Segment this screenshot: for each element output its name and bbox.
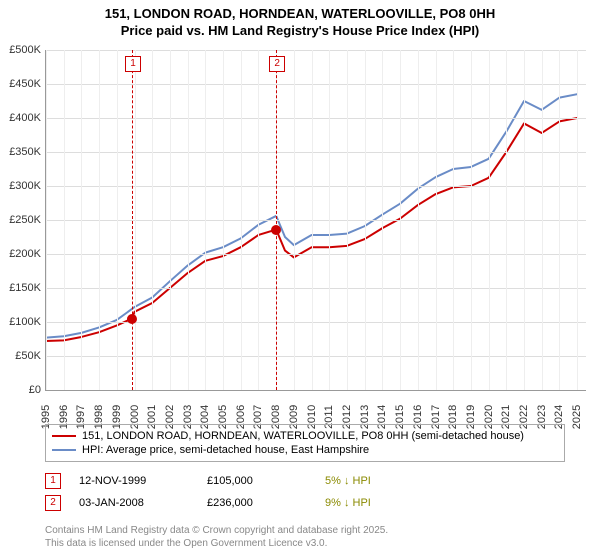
y-axis-label: £100K	[9, 316, 41, 328]
title-line2: Price paid vs. HM Land Registry's House …	[121, 23, 480, 38]
event-marker-id: 1	[45, 473, 61, 489]
y-axis-label: £350K	[9, 146, 41, 158]
sale-marker-label: 1	[125, 56, 141, 72]
y-axis-label: £300K	[9, 180, 41, 192]
event-date: 03-JAN-2008	[79, 497, 189, 509]
event-price: £105,000	[207, 475, 307, 487]
legend-swatch	[52, 449, 76, 451]
y-axis-label: £500K	[9, 44, 41, 56]
event-marker-id: 2	[45, 495, 61, 511]
plot-canvas: £0£50K£100K£150K£200K£250K£300K£350K£400…	[45, 50, 586, 391]
event-diff: 5% ↓ HPI	[325, 475, 371, 487]
footer-line1: Contains HM Land Registry data © Crown c…	[45, 525, 388, 536]
chart-title: 151, LONDON ROAD, HORNDEAN, WATERLOOVILL…	[0, 0, 600, 40]
attribution-footer: Contains HM Land Registry data © Crown c…	[45, 524, 565, 550]
event-price: £236,000	[207, 497, 307, 509]
y-axis-label: £150K	[9, 282, 41, 294]
y-axis-label: £450K	[9, 78, 41, 90]
chart-container: 151, LONDON ROAD, HORNDEAN, WATERLOOVILL…	[0, 0, 600, 560]
legend-label: 151, LONDON ROAD, HORNDEAN, WATERLOOVILL…	[82, 430, 524, 442]
event-row: 1 12-NOV-1999 £105,000 5% ↓ HPI	[45, 470, 565, 492]
sale-marker-label: 2	[269, 56, 285, 72]
legend-item-hpi: HPI: Average price, semi-detached house,…	[52, 443, 558, 457]
sale-marker-line	[276, 50, 277, 390]
sale-marker-dot	[271, 225, 281, 235]
legend-item-price-paid: 151, LONDON ROAD, HORNDEAN, WATERLOOVILL…	[52, 429, 558, 443]
legend-swatch	[52, 435, 76, 437]
event-list: 1 12-NOV-1999 £105,000 5% ↓ HPI 2 03-JAN…	[45, 470, 565, 514]
sale-marker-line	[132, 50, 133, 390]
title-line1: 151, LONDON ROAD, HORNDEAN, WATERLOOVILL…	[105, 6, 496, 21]
plot-area: £0£50K£100K£150K£200K£250K£300K£350K£400…	[45, 50, 585, 390]
event-diff: 9% ↓ HPI	[325, 497, 371, 509]
x-axis-label: 2025	[571, 405, 583, 429]
y-axis-label: £200K	[9, 248, 41, 260]
event-row: 2 03-JAN-2008 £236,000 9% ↓ HPI	[45, 492, 565, 514]
footer-line2: This data is licensed under the Open Gov…	[45, 538, 327, 549]
event-date: 12-NOV-1999	[79, 475, 189, 487]
legend-box: 151, LONDON ROAD, HORNDEAN, WATERLOOVILL…	[45, 424, 565, 462]
y-axis-label: £400K	[9, 112, 41, 124]
y-axis-label: £250K	[9, 214, 41, 226]
y-axis-label: £50K	[15, 350, 41, 362]
legend-label: HPI: Average price, semi-detached house,…	[82, 444, 369, 456]
y-axis-label: £0	[29, 384, 41, 396]
sale-marker-dot	[127, 314, 137, 324]
